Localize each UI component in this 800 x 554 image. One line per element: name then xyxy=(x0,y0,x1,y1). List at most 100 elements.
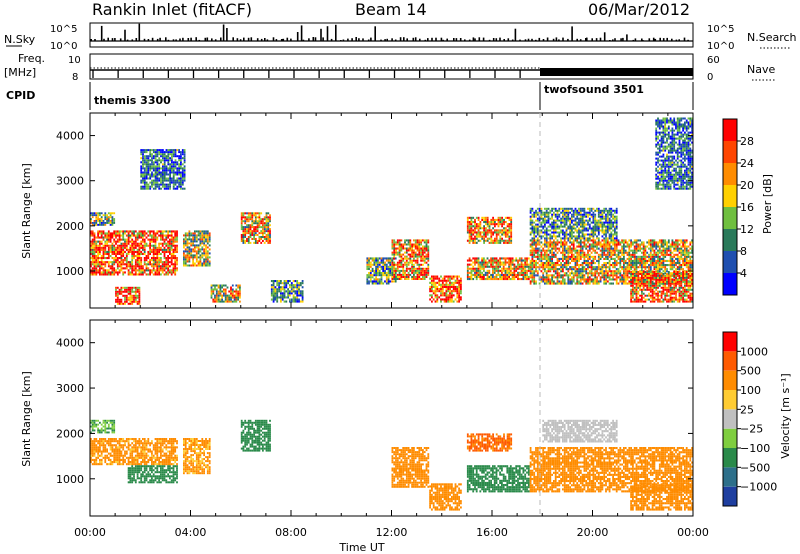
echo-cell xyxy=(161,238,164,241)
echo-cell xyxy=(425,269,428,272)
echo-cell xyxy=(181,179,184,182)
echo-cell xyxy=(544,282,546,285)
echo-cell xyxy=(115,261,117,264)
echo-cell xyxy=(477,216,480,219)
echo-cell xyxy=(384,257,386,260)
echo-cell xyxy=(612,257,614,260)
echo-cell xyxy=(171,177,173,180)
echo-cell xyxy=(621,245,623,248)
echo-cell xyxy=(405,261,408,264)
echo-cell xyxy=(587,272,589,275)
echo-cell xyxy=(195,246,198,249)
echo-cell xyxy=(183,155,186,158)
echo-cell xyxy=(205,262,207,265)
echo-cell xyxy=(504,261,507,264)
echo-cell xyxy=(124,294,126,297)
echo-cell xyxy=(194,264,196,267)
echo-cell xyxy=(254,216,257,219)
echo-cell xyxy=(579,272,582,275)
echo-cell xyxy=(205,264,207,267)
echo-cell xyxy=(262,232,264,235)
echo-cell xyxy=(235,290,238,293)
echo-cell xyxy=(596,282,598,285)
echo-cell xyxy=(400,239,403,242)
echo-cell xyxy=(597,264,600,267)
echo-cell xyxy=(107,250,110,253)
echo-cell xyxy=(152,240,155,243)
echo-cell xyxy=(639,280,641,283)
echo-cell xyxy=(131,240,134,243)
echo-cell xyxy=(592,239,595,242)
echo-cell xyxy=(269,240,271,242)
echo-cell xyxy=(524,275,527,278)
echo-cell xyxy=(443,283,446,286)
echo-cell xyxy=(298,300,300,303)
echo-cell xyxy=(97,255,99,258)
nsky-bar xyxy=(312,37,315,41)
echo-cell xyxy=(583,239,586,242)
echo-cell xyxy=(578,243,580,246)
echo-cell xyxy=(610,274,613,277)
echo-cell xyxy=(149,175,152,178)
echo-cell xyxy=(393,243,396,246)
echo-cell xyxy=(161,230,164,233)
echo-cell xyxy=(125,240,128,243)
echo-cell xyxy=(122,232,125,235)
nsky-bar xyxy=(351,38,353,41)
echo-cell xyxy=(395,253,397,256)
echo-cell xyxy=(554,253,557,256)
echo-cell xyxy=(113,244,116,247)
echo-cell xyxy=(205,234,207,237)
echo-cell xyxy=(436,290,439,293)
echo-cell xyxy=(230,286,232,289)
echo-cell xyxy=(158,185,161,188)
echo-cell xyxy=(511,259,514,262)
echo-cell xyxy=(296,296,299,299)
echo-cell xyxy=(623,257,625,260)
echo-cell xyxy=(287,288,289,291)
echo-cell xyxy=(639,264,641,267)
echo-cell xyxy=(427,271,430,274)
echo-cell xyxy=(477,261,480,264)
echo-cell xyxy=(170,255,173,258)
echo-cell xyxy=(142,177,144,180)
echo-cell xyxy=(562,255,564,258)
echo-cell xyxy=(100,242,103,245)
echo-cell xyxy=(565,282,568,285)
echo-cell xyxy=(669,266,672,269)
echo-cell xyxy=(170,257,173,260)
echo-cell xyxy=(253,230,255,233)
echo-cell xyxy=(621,251,623,254)
echo-cell xyxy=(675,249,677,252)
echo-cell xyxy=(167,248,169,251)
echo-cell xyxy=(504,229,507,232)
echo-cell xyxy=(149,153,152,156)
echo-cell xyxy=(97,223,99,226)
echo-cell xyxy=(511,278,514,281)
echo-cell xyxy=(673,243,676,246)
echo-cell xyxy=(375,269,377,272)
echo-cell xyxy=(605,268,607,271)
echo-cell xyxy=(549,274,552,277)
echo-cell xyxy=(188,236,191,239)
echo-cell xyxy=(373,278,376,281)
echo-cell xyxy=(608,264,611,267)
echo-cell xyxy=(181,187,184,190)
echo-cell xyxy=(592,241,595,244)
echo-cell xyxy=(535,264,537,267)
echo-cell xyxy=(676,245,679,248)
echo-cell xyxy=(115,290,117,293)
echo-cell xyxy=(574,266,577,269)
echo-cell xyxy=(167,179,170,182)
echo-cell xyxy=(251,214,254,217)
echo-cell xyxy=(488,269,491,272)
echo-cell xyxy=(391,273,394,276)
echo-cell xyxy=(603,266,606,269)
echo-cell xyxy=(553,262,555,265)
echo-cell xyxy=(151,149,153,152)
echo-cell xyxy=(156,149,159,152)
echo-cell xyxy=(93,255,96,258)
echo-cell xyxy=(116,302,119,305)
echo-cell xyxy=(423,276,426,278)
echo-cell xyxy=(140,169,143,172)
